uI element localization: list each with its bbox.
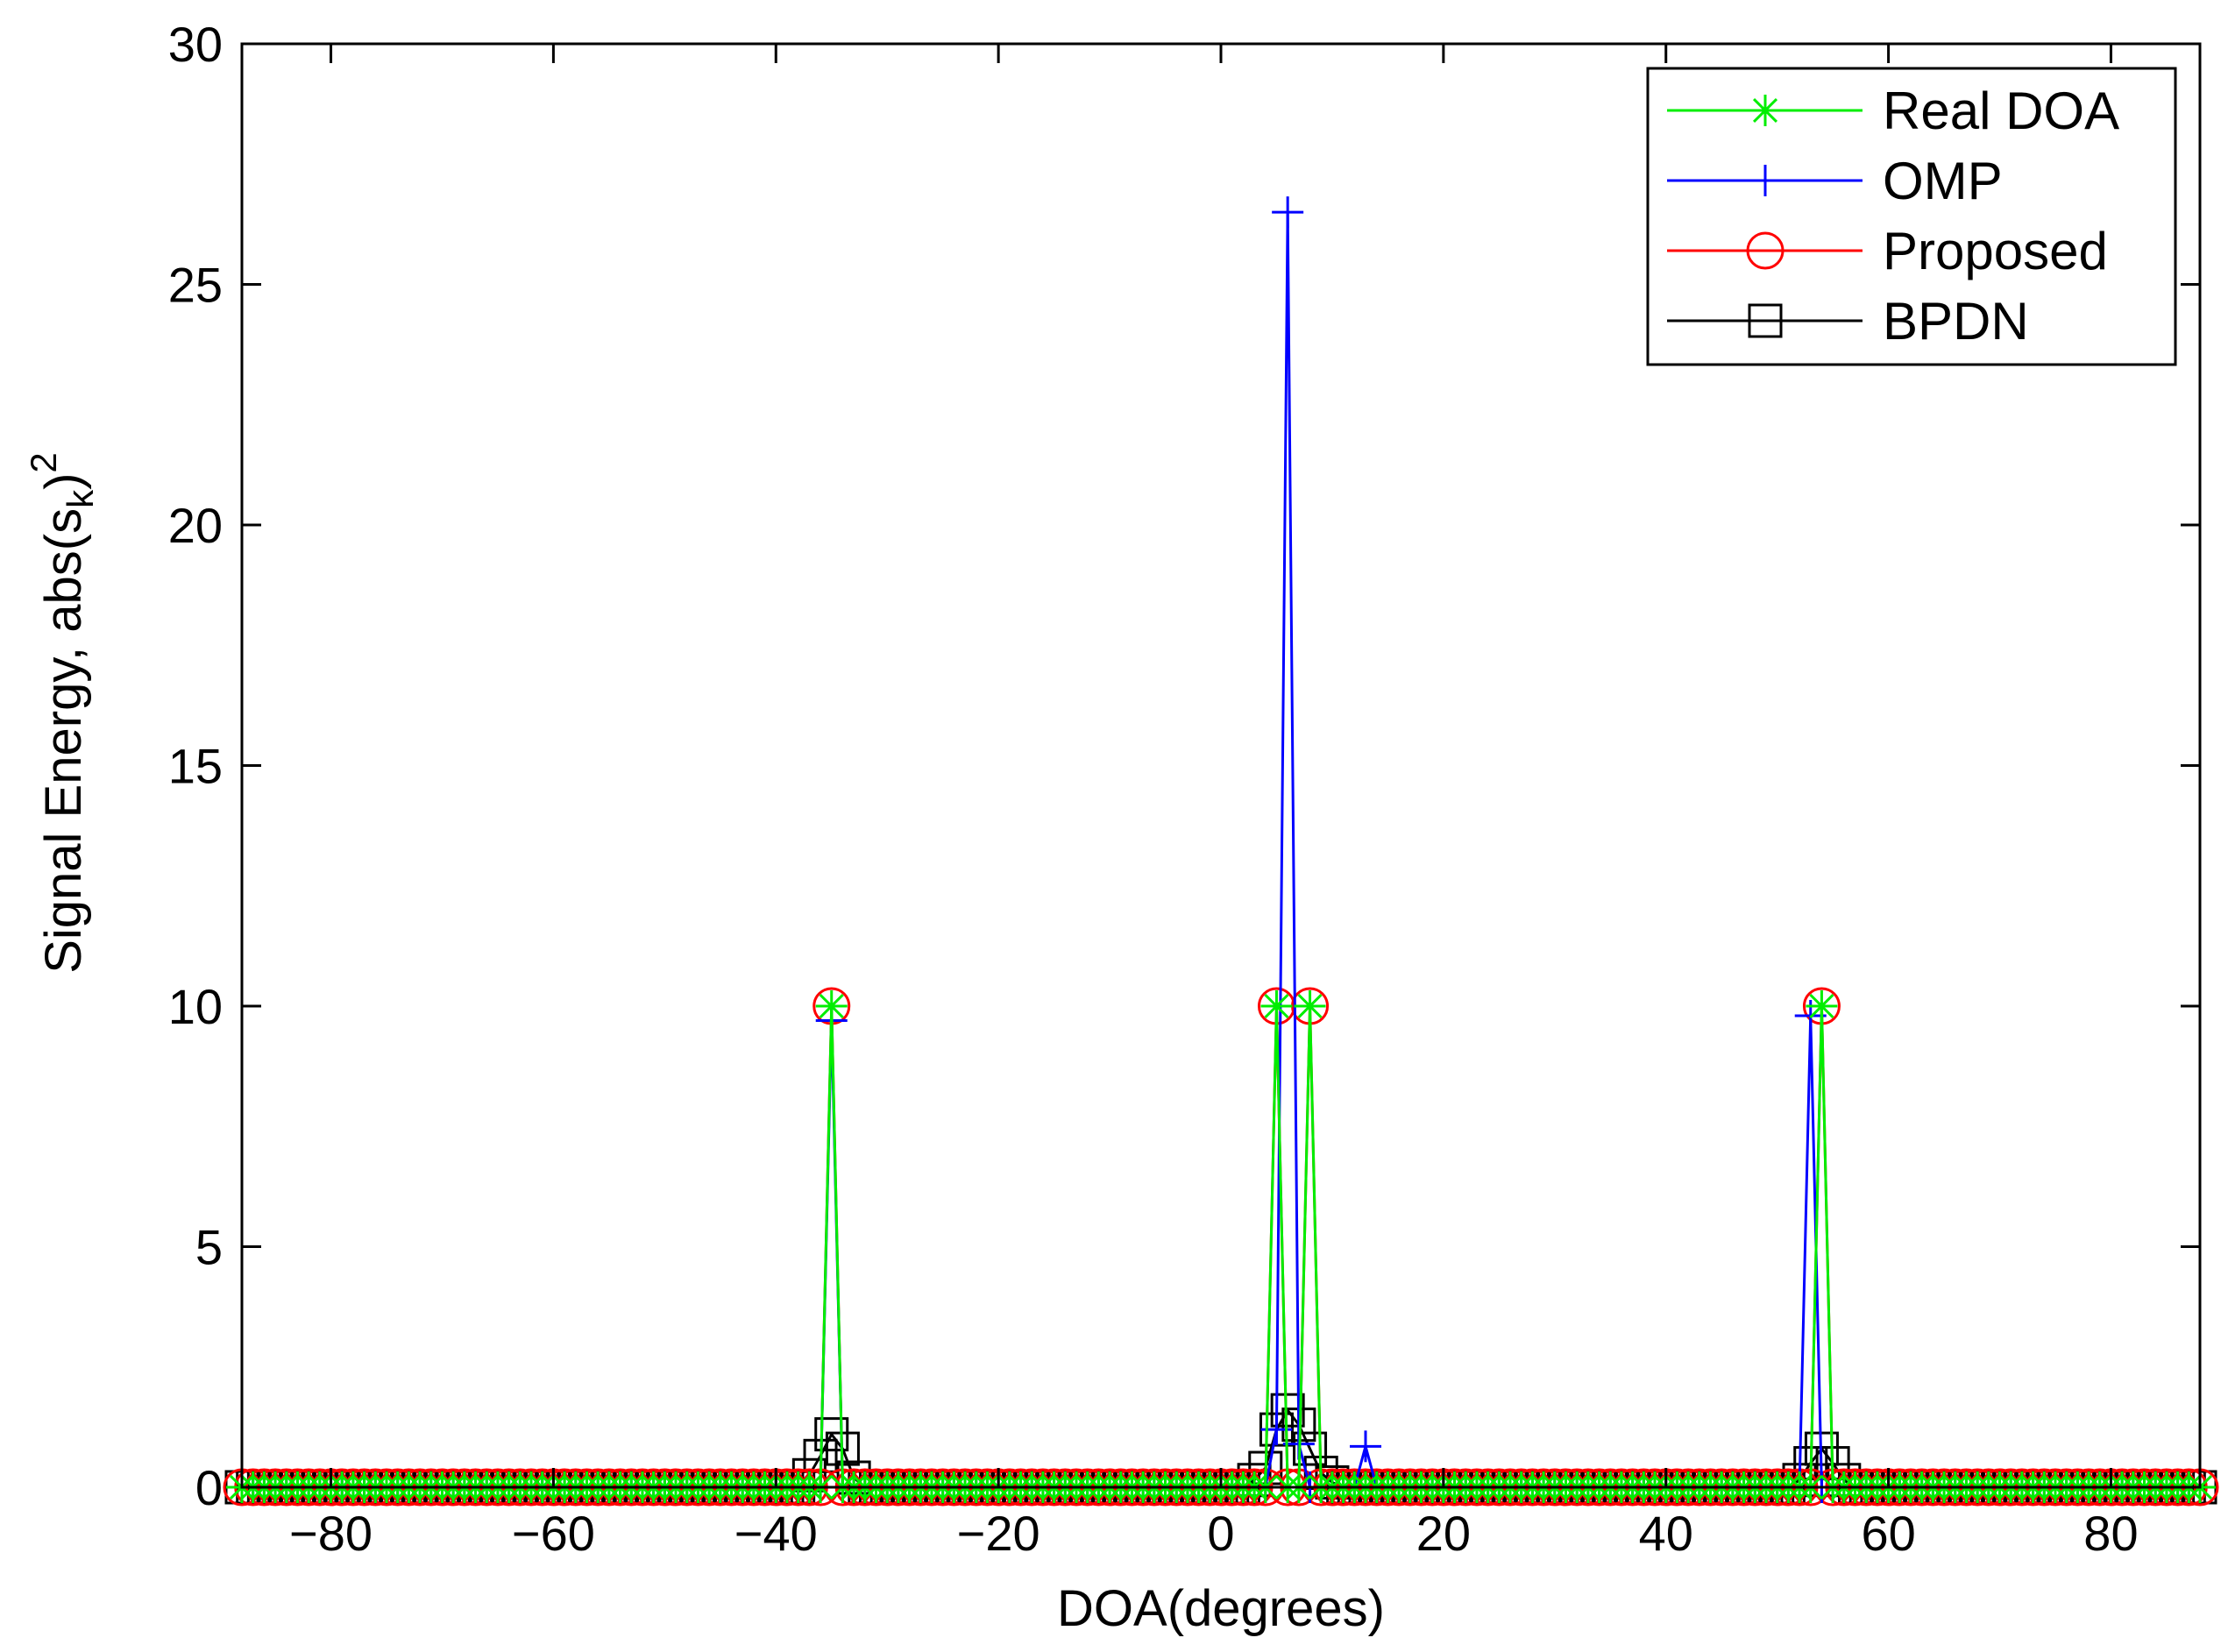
y-axis-label-main: Signal Energy, abs(s xyxy=(35,508,92,974)
data-point xyxy=(1260,990,1293,1022)
y-tick-label: 10 xyxy=(168,979,223,1034)
x-tick-label: 40 xyxy=(1639,1506,1693,1561)
data-point xyxy=(1272,196,1304,229)
legend-label: OMP xyxy=(1883,152,2003,210)
data-point xyxy=(814,1417,849,1452)
series-line xyxy=(242,1005,2200,1489)
series-omp xyxy=(226,196,2216,1503)
x-tick-label: −40 xyxy=(734,1506,818,1561)
data-point xyxy=(1293,1431,1328,1466)
data-point xyxy=(1270,1393,1305,1428)
x-tick-label: 20 xyxy=(1416,1506,1471,1561)
legend-item-real-doa: Real DOA xyxy=(1667,82,2119,140)
x-tick-label: 80 xyxy=(2083,1506,2138,1561)
data-point xyxy=(1748,303,1783,338)
data-point xyxy=(1294,990,1326,1022)
series-line xyxy=(242,212,2200,1489)
data-point xyxy=(1746,231,1785,270)
legend-label: Real DOA xyxy=(1883,82,2119,140)
legend: Real DOA OMP Proposed BPDN xyxy=(1646,67,2177,366)
y-axis-label-close: ) xyxy=(35,473,92,490)
x-tick-label: 60 xyxy=(1861,1506,1915,1561)
data-point xyxy=(1749,95,1781,126)
series-layer xyxy=(223,196,2219,1507)
y-tick-label: 25 xyxy=(168,258,223,313)
series-proposed xyxy=(223,987,2219,1507)
legend-box xyxy=(1646,67,2177,366)
x-tick-label: 0 xyxy=(1207,1506,1234,1561)
y-tick-label: 20 xyxy=(168,498,223,553)
x-tick-label: −80 xyxy=(289,1506,373,1561)
series-line xyxy=(242,1005,2200,1489)
axis-ticks: −80 −60 −40 −20 0 20 40 60 80 0 5 10 15 20 25 30 xyxy=(168,17,2200,1561)
y-axis-label-superscript: 2 xyxy=(23,452,64,472)
y-tick-label: 30 xyxy=(168,17,223,72)
data-point xyxy=(1350,1430,1382,1463)
legend-label: BPDN xyxy=(1883,292,2029,351)
legend-item-proposed: Proposed xyxy=(1667,222,2108,280)
x-axis-label: DOA(degrees) xyxy=(1057,1580,1385,1637)
data-point xyxy=(1749,165,1781,196)
x-tick-label: −20 xyxy=(957,1506,1040,1561)
legend-label: Proposed xyxy=(1883,222,2108,280)
data-point xyxy=(815,990,848,1022)
x-tick-label: −60 xyxy=(512,1506,595,1561)
data-point xyxy=(1806,990,1838,1022)
legend-item-omp: OMP xyxy=(1667,152,2003,210)
y-tick-label: 5 xyxy=(195,1220,223,1275)
y-tick-label: 0 xyxy=(195,1460,223,1515)
y-tick-label: 15 xyxy=(168,739,223,794)
series-real-doa xyxy=(226,990,2216,1503)
y-axis-label: Signal Energy, abs(sk)2 xyxy=(23,452,101,974)
y-axis-label-subscript: k xyxy=(60,489,101,508)
legend-item-bpdn: BPDN xyxy=(1667,292,2029,351)
